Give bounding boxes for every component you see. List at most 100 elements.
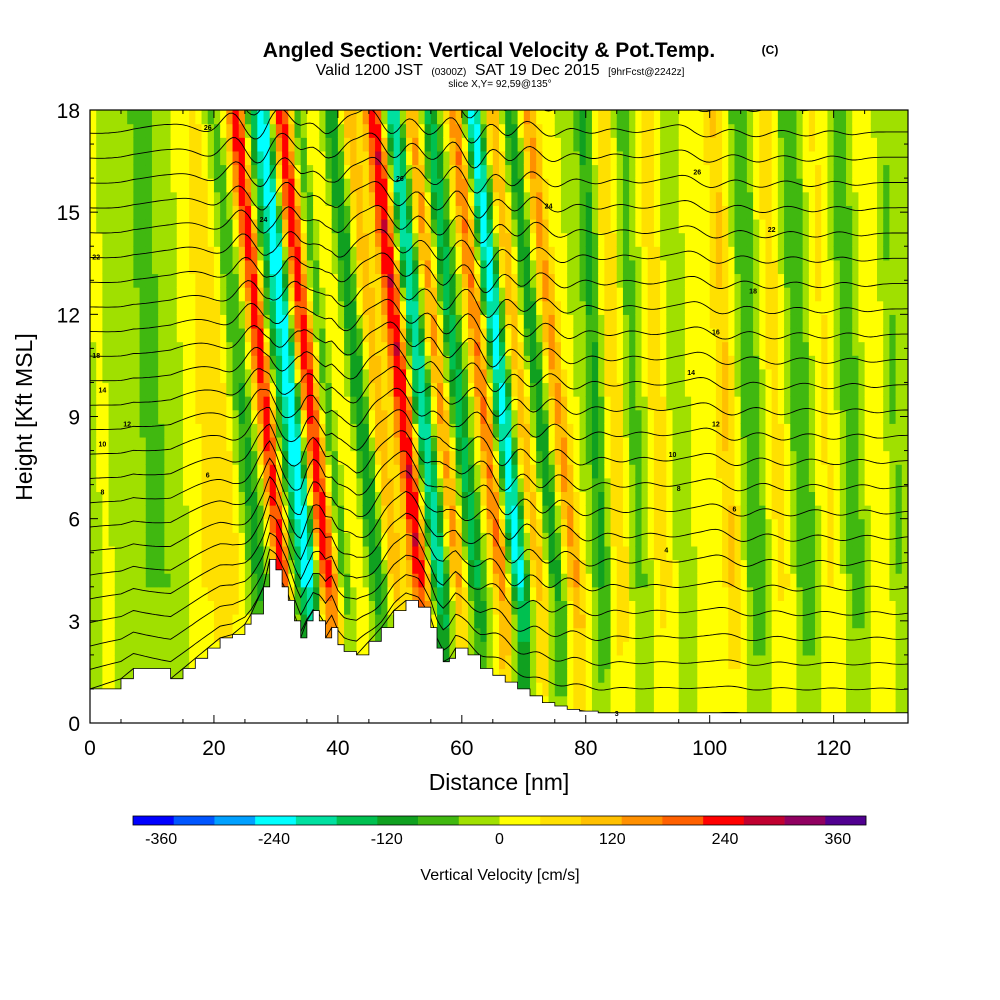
velocity-cell [536, 300, 543, 315]
velocity-cell [610, 110, 618, 125]
velocity-cell [244, 491, 252, 506]
velocity-cell [133, 654, 141, 670]
velocity-cell [653, 368, 661, 384]
velocity-cell [244, 164, 252, 179]
velocity-cell [108, 178, 116, 193]
velocity-cell [189, 205, 196, 220]
velocity-cell [492, 178, 500, 193]
velocity-cell [189, 382, 196, 397]
velocity-cell [740, 532, 748, 547]
velocity-cell [90, 573, 97, 588]
velocity-cell [381, 178, 389, 193]
velocity-cell [771, 259, 779, 275]
velocity-cell [282, 178, 289, 193]
velocity-cell [120, 327, 128, 343]
velocity-cell [678, 368, 686, 384]
velocity-cell [139, 586, 147, 601]
velocity-cell [114, 205, 122, 220]
velocity-cell [542, 287, 550, 302]
velocity-cell [653, 205, 661, 220]
velocity-cell [189, 545, 196, 561]
velocity-cell [641, 668, 649, 683]
velocity-cell [189, 287, 196, 302]
velocity-cell [120, 246, 128, 261]
velocity-cell [548, 491, 556, 506]
velocity-cell [176, 518, 184, 533]
velocity-cell [548, 218, 556, 234]
velocity-cell [728, 695, 736, 710]
velocity-cell [740, 477, 748, 493]
velocity-cell [226, 600, 234, 615]
velocity-cell [499, 314, 506, 329]
velocity-cell [430, 355, 438, 370]
velocity-cell [629, 545, 636, 561]
velocity-cell [455, 191, 463, 206]
velocity-cell [573, 205, 581, 220]
velocity-cell [455, 586, 463, 601]
velocity-cell [306, 436, 314, 452]
velocity-cell [666, 559, 674, 574]
velocity-cell [461, 505, 469, 520]
velocity-cell [517, 123, 525, 138]
velocity-cell [151, 368, 159, 384]
chart-title-tag: (C) [762, 43, 779, 57]
velocity-cell [517, 518, 525, 533]
velocity-cell [145, 409, 153, 424]
velocity-cell [232, 423, 240, 438]
velocity-cell [158, 178, 165, 193]
velocity-cell [368, 396, 376, 411]
velocity-cell [542, 600, 550, 615]
velocity-cell [375, 545, 382, 561]
velocity-cell [344, 614, 351, 629]
velocity-cell [325, 436, 333, 452]
velocity-cell [300, 573, 308, 588]
velocity-cell [294, 396, 302, 411]
velocity-cell [412, 273, 420, 288]
velocity-cell [715, 368, 723, 384]
velocity-cell [201, 559, 209, 574]
velocity-cell [251, 464, 258, 479]
velocity-cell [232, 246, 240, 261]
velocity-cell [399, 273, 407, 288]
velocity-cell [133, 532, 141, 547]
velocity-cell [368, 436, 376, 452]
velocity-cell [350, 491, 358, 506]
velocity-cell [616, 450, 624, 465]
velocity-cell [511, 586, 519, 601]
velocity-cell [189, 178, 196, 193]
velocity-cell [244, 423, 252, 438]
velocity-cell [108, 668, 116, 683]
velocity-cell [195, 586, 203, 601]
velocity-cell [226, 341, 234, 356]
velocity-cell [127, 178, 134, 193]
velocity-cell [660, 287, 667, 302]
velocity-cell [455, 232, 463, 247]
velocity-cell [511, 491, 519, 506]
velocity-cell [356, 150, 364, 166]
velocity-cell [759, 682, 767, 697]
velocity-cell [96, 641, 103, 656]
velocity-cell [461, 532, 469, 547]
velocity-cell [170, 450, 178, 465]
velocity-cell [480, 654, 488, 670]
velocity-cell [195, 505, 203, 520]
velocity-cell [263, 559, 271, 574]
velocity-cell [424, 327, 432, 343]
velocity-cell [375, 218, 382, 234]
velocity-cell [591, 423, 599, 438]
velocity-cell [560, 273, 568, 288]
velocity-cell [201, 232, 209, 247]
velocity-cell [660, 327, 667, 343]
velocity-cell [151, 600, 159, 615]
velocity-cell [226, 423, 234, 438]
velocity-cell [691, 218, 698, 234]
velocity-cell [158, 191, 165, 206]
velocity-cell [145, 614, 153, 629]
velocity-cell [424, 423, 432, 438]
velocity-cell [672, 505, 680, 520]
velocity-cell [362, 464, 370, 479]
velocity-cell [635, 505, 643, 520]
velocity-cell [399, 259, 407, 275]
velocity-cell [325, 232, 333, 247]
velocity-cell [176, 287, 184, 302]
